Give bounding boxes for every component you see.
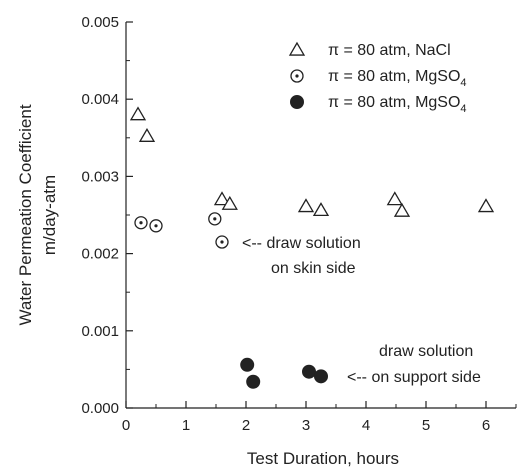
marker-center-dot (154, 224, 158, 228)
data-point (213, 191, 231, 206)
legend-label: π = 80 atm, MgSO4 (328, 68, 467, 89)
y-tick-label: 0.002 (81, 246, 119, 263)
series-2 (134, 212, 229, 249)
legend-marker (290, 95, 304, 109)
x-axis-title: Test Duration, hours (247, 449, 399, 468)
data-point (129, 106, 147, 121)
data-point (221, 195, 238, 210)
x-tick-label: 3 (302, 417, 310, 434)
axes: 0.000 0.001 0.002 0.003 0.004 0.005 0 1 2 3 4 5 6 Tes… (16, 14, 517, 468)
y-tick-label: 0.004 (81, 91, 119, 108)
y-tick-label: 0.005 (81, 14, 119, 31)
annotation-support-side-line1: draw solution (379, 343, 473, 360)
marker-center-dot (139, 221, 143, 225)
data-point (246, 374, 261, 389)
legend-label-main: π = 80 atm, MgSO (328, 68, 460, 85)
x-tick-label: 6 (482, 417, 490, 434)
legend-marker (290, 69, 304, 83)
legend-entry: π = 80 atm, MgSO4 (290, 94, 467, 115)
legend-label-subscript: 4 (460, 77, 466, 89)
series-1 (129, 106, 495, 217)
data-point (240, 357, 255, 372)
y-tick-label: 0.003 (81, 168, 119, 185)
x-tick-label: 5 (422, 417, 430, 434)
data-point (134, 216, 148, 230)
data-points (129, 106, 495, 389)
x-tick-label: 4 (362, 417, 370, 434)
data-point (208, 212, 222, 226)
marker-center-dot (220, 240, 224, 244)
annotations: <-- draw solution on skin side draw soluti… (242, 235, 481, 386)
series-3 (240, 357, 328, 389)
x-tick-label: 1 (182, 417, 190, 434)
marker-center-dot (213, 217, 217, 221)
data-point (138, 127, 156, 142)
y-tick-label: 0.001 (81, 323, 119, 340)
x-tick-label: 2 (242, 417, 250, 434)
annotation-support-side-line2: <-- on support side (347, 369, 481, 386)
y-axis-title-line1: Water Permeation Coefficient (16, 104, 35, 325)
data-point (215, 235, 229, 249)
data-point (302, 364, 316, 379)
data-point (393, 202, 411, 217)
data-point (312, 202, 330, 217)
data-point (297, 198, 315, 213)
legend-marker (288, 41, 306, 56)
legend-entry: π = 80 atm, NaCl (288, 41, 451, 59)
data-point (477, 198, 495, 213)
annotation-skin-side-line1: <-- draw solution (242, 235, 361, 252)
data-point (149, 219, 163, 233)
x-tick-label: 0 (122, 417, 130, 434)
data-point (314, 369, 328, 384)
legend-label: π = 80 atm, MgSO4 (328, 94, 467, 115)
y-tick-label: 0.000 (81, 400, 119, 417)
legend-label-subscript: 4 (460, 103, 466, 115)
marker-center-dot (295, 74, 299, 78)
data-point (386, 191, 403, 206)
legend-label-main: π = 80 atm, MgSO (328, 94, 460, 111)
legend-label: π = 80 atm, NaCl (328, 42, 451, 59)
legend-entry: π = 80 atm, MgSO4 (290, 68, 467, 89)
y-axis-title-line2: m/day-atm (40, 175, 59, 255)
annotation-skin-side-line2: on skin side (271, 260, 356, 277)
